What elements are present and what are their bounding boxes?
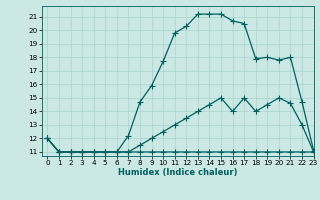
X-axis label: Humidex (Indice chaleur): Humidex (Indice chaleur) xyxy=(118,168,237,177)
